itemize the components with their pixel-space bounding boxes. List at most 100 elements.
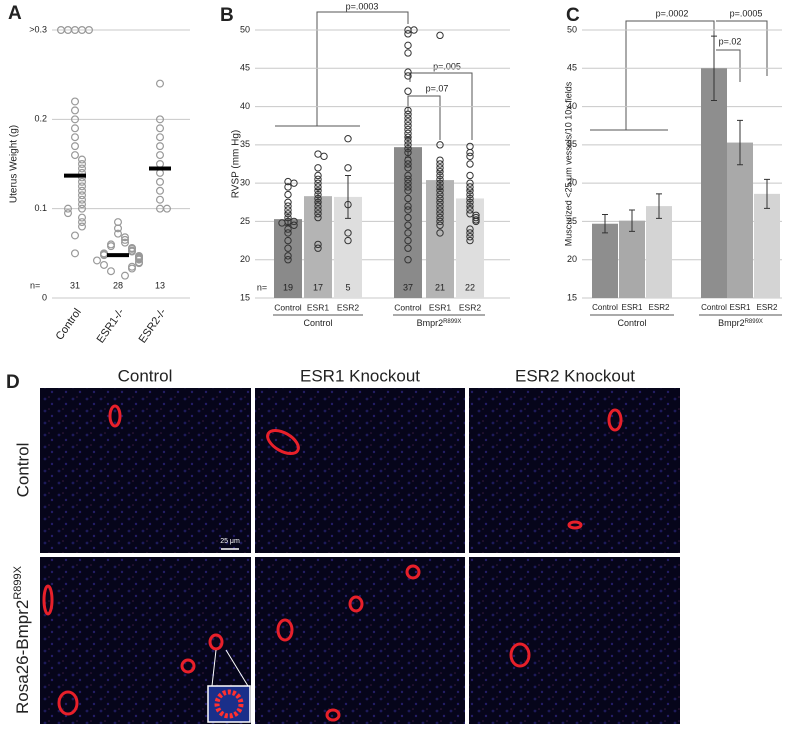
data-point [436,206,444,214]
data-point [290,217,298,226]
vessel [208,633,224,651]
data-point [284,236,292,245]
data-point [135,259,144,268]
data-point [70,97,79,106]
micrograph [469,557,680,724]
data-point [344,135,352,143]
data-point [404,72,412,80]
data-point [77,155,86,164]
data-point [404,164,412,172]
y-tick-label: 50 [567,24,577,34]
data-point [404,114,412,122]
x-tick-label: ESR1 [730,303,751,312]
bracket [590,20,715,131]
data-point [466,142,474,151]
data-point [156,168,165,177]
data-point [284,229,292,237]
data-point [472,217,480,226]
data-point [113,224,122,233]
column-header: ESR1 Knockout [300,366,420,385]
data-point [77,186,86,195]
data-point [436,198,444,206]
data-point [344,236,352,245]
x-tick-label: ESR1 [622,303,643,312]
data-point [284,183,292,191]
group-name: Bmpr2 [718,318,745,328]
data-point [163,204,172,213]
vessel [108,404,122,428]
data-point [106,242,115,251]
data-point [404,30,412,38]
bar [619,220,645,298]
data-point [436,202,444,210]
data-point [106,267,115,276]
data-point [404,171,412,180]
data-point [466,229,474,237]
data-point [472,213,480,222]
micrograph [469,388,680,553]
y-tick-label: 15 [240,292,250,302]
data-point [404,206,412,214]
data-point [70,133,79,142]
row-label: Rosa26-Bmpr2R899X [12,565,33,714]
x-tick-label: ESR1-/- [95,306,127,345]
vessel [405,564,421,580]
data-point [120,233,129,242]
data-point [56,26,65,35]
vessel [509,642,531,668]
data-point [156,195,165,204]
data-point [156,115,165,124]
x-tick-label: ESR2-/- [137,306,169,345]
data-point [284,225,292,233]
data-point [77,160,86,169]
panel-label: D [6,372,20,393]
data-point [404,183,412,191]
data-point [284,244,292,252]
x-tick-label: Control [701,303,727,312]
data-point [314,171,322,180]
data-point [70,249,79,258]
x-tick-label: Control [394,302,422,312]
y-tick-label: 0.2 [34,114,47,124]
data-point [344,229,352,237]
data-point [436,160,444,168]
data-point [404,160,412,168]
data-point [404,49,412,57]
n-prefix: n= [257,282,267,292]
data-point [404,179,412,187]
micrograph [40,388,251,553]
data-point [284,202,292,210]
x-tick-label: ESR2 [649,303,670,312]
y-tick-label: 25 [567,216,577,226]
data-point [156,142,165,151]
x-tick-label: ESR1 [429,302,451,312]
bar [727,142,753,298]
data-point [404,125,412,134]
error-bar [711,35,717,101]
data-point [436,190,444,199]
data-point [320,152,328,161]
data-point [156,177,165,186]
vessel [266,428,300,456]
p-value: p=.07 [426,83,449,93]
data-point [436,31,444,40]
group-label: Control [303,318,332,328]
panel-label: B [220,5,234,26]
data-point [70,124,79,133]
data-point [120,238,129,247]
data-point [156,124,165,133]
y-tick-label: 30 [567,178,577,188]
data-point [404,41,412,50]
data-point [466,236,474,245]
bar [646,206,672,298]
data-point [404,106,412,115]
data-point [404,118,412,126]
data-point [436,229,444,237]
p-value: p=.02 [719,36,742,46]
vessel [180,658,196,674]
data-point [77,182,86,191]
row-label-text: Rosa26-Bmpr2 [13,600,32,714]
n-label: 17 [313,282,323,292]
vessel [57,690,79,716]
x-tick-label: ESR1 [307,302,329,312]
